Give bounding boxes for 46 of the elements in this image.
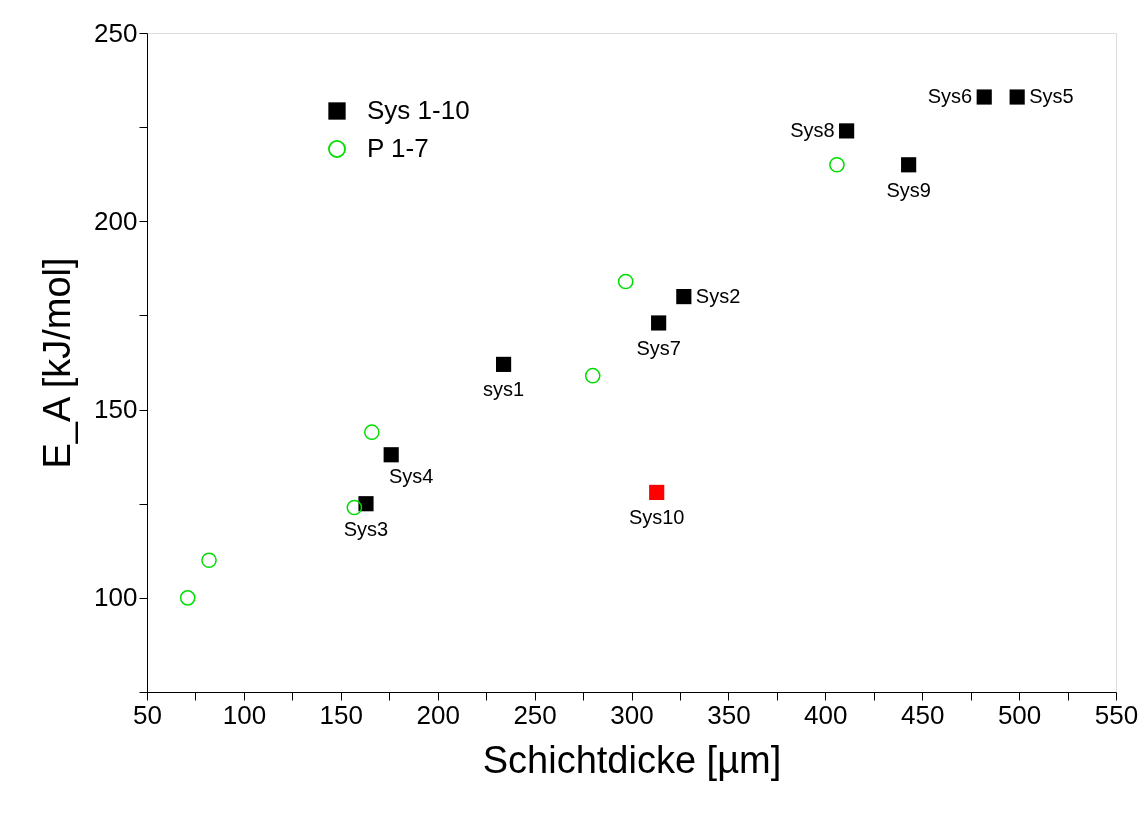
x-tick-label: 250: [513, 699, 557, 730]
annotation: Sys3: [343, 517, 389, 540]
annotation: Sys5: [1029, 85, 1074, 108]
point: [201, 552, 217, 569]
legend-label: Sys 1-10: [367, 95, 470, 125]
y-tick-label: 150: [94, 394, 138, 425]
annotation: Sys6: [927, 85, 973, 108]
y-axis-title: E_A [kJ/mol]: [36, 257, 79, 469]
annotation: Sys7: [636, 336, 681, 359]
annotation: Sys2: [695, 284, 741, 307]
point: [179, 590, 196, 606]
legend-label: P 1-7: [367, 133, 429, 163]
point: [901, 157, 917, 173]
x-tick-label: 200: [416, 699, 460, 730]
x-tick-label: 100: [222, 699, 267, 730]
y-tick-label: 250: [94, 17, 138, 48]
x-tick-label: 400: [804, 699, 848, 730]
point: [676, 289, 692, 305]
x-tick-label: 550: [1094, 699, 1139, 730]
annotation: Sys8: [790, 118, 835, 141]
point: [649, 484, 665, 500]
point: [496, 356, 512, 372]
x-tick-label: 150: [319, 699, 363, 730]
y-tick-label: 200: [94, 205, 138, 236]
point: [1009, 89, 1025, 105]
point: [976, 89, 992, 105]
point: [829, 156, 845, 173]
x-tick-label: 500: [997, 699, 1042, 730]
annotation: Sys4: [388, 464, 434, 487]
point: [383, 447, 399, 463]
point: [839, 123, 855, 139]
point: [363, 424, 380, 440]
y-tick-label: 100: [94, 582, 138, 613]
x-axis-title: Schichtdicke [µm]: [482, 738, 782, 781]
annotation: sys1: [483, 378, 525, 401]
point: [358, 496, 374, 512]
annotation: Sys9: [886, 178, 931, 201]
point: [584, 367, 601, 384]
annotation: Sys10: [628, 506, 685, 529]
x-tick-label: 450: [901, 699, 945, 730]
x-tick-label: 300: [610, 699, 654, 730]
point: [346, 499, 363, 516]
point: [651, 315, 667, 331]
point: [617, 273, 634, 290]
x-tick-label: 350: [707, 699, 751, 730]
x-tick-label: 50: [133, 699, 162, 730]
